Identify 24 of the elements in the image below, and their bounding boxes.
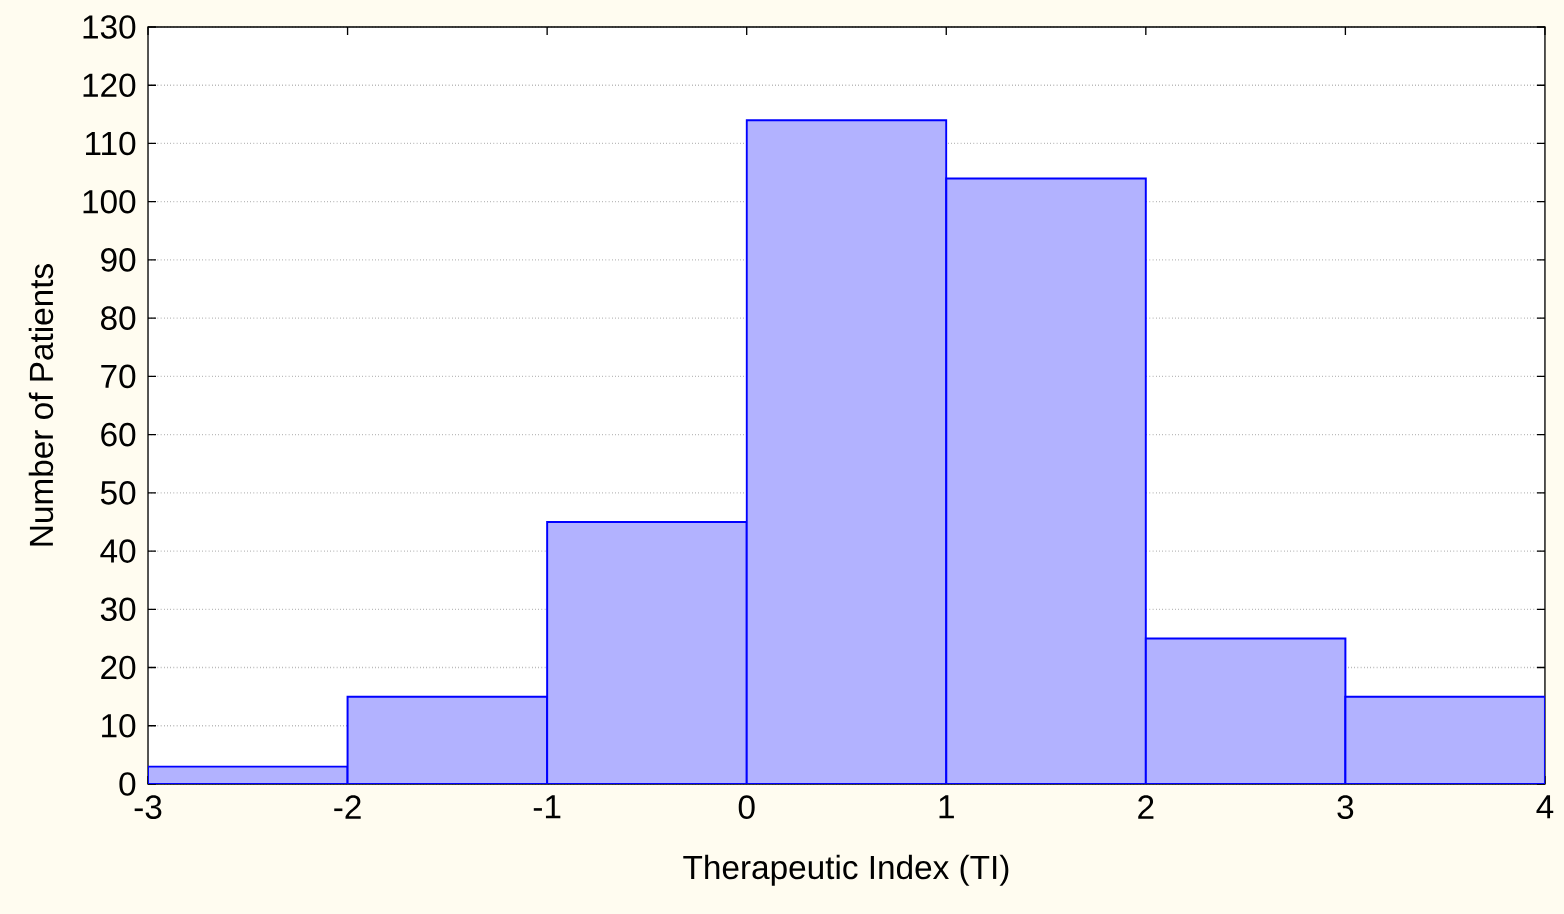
y-tick-label: 60 bbox=[101, 422, 136, 447]
y-tick-label: 10 bbox=[102, 713, 136, 738]
x-tick-label: 1 bbox=[939, 795, 954, 819]
y-tick-label: 50 bbox=[100, 481, 136, 505]
x-tick-label: -1 bbox=[533, 795, 561, 819]
y-tick-label: 80 bbox=[101, 306, 136, 330]
y-tick-label: 70 bbox=[101, 364, 136, 389]
y-tick-label: 40 bbox=[100, 539, 136, 563]
y-tick-label: 0 bbox=[119, 772, 136, 796]
x-tick-label: 4 bbox=[1536, 795, 1554, 819]
x-tick-label: 3 bbox=[1337, 795, 1354, 819]
x-tick-label: -2 bbox=[334, 795, 361, 819]
y-tick-label: 120 bbox=[83, 73, 136, 98]
x-tick-label: 2 bbox=[1138, 795, 1154, 819]
y-tick-label: 130 bbox=[83, 15, 136, 39]
x-tick-label: -3 bbox=[134, 795, 162, 819]
y-axis-title: Number of Patients bbox=[28, 264, 54, 546]
y-tick-label: 110 bbox=[86, 131, 136, 156]
y-tick-label: 90 bbox=[101, 248, 136, 272]
y-tick-label: 100 bbox=[83, 189, 136, 214]
x-axis-title: Therapeutic Index (TI) bbox=[683, 854, 1009, 886]
y-tick-label: 20 bbox=[101, 655, 136, 680]
y-tick-label: 30 bbox=[100, 597, 136, 622]
x-tick-label: 0 bbox=[738, 795, 755, 819]
